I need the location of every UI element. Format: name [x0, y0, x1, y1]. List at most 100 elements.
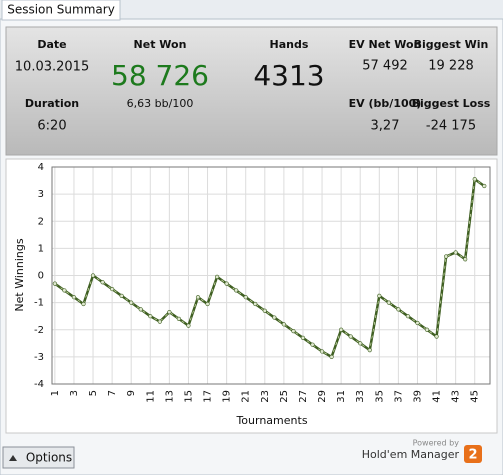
point [262, 308, 267, 313]
value: 4313 [253, 59, 324, 92]
x-tick-label: 45 [470, 390, 481, 403]
point [358, 341, 363, 346]
x-tick-label: 25 [279, 390, 290, 403]
point [339, 327, 344, 332]
point [224, 281, 229, 286]
x-axis-label: Tournaments [235, 414, 307, 427]
point [52, 281, 57, 286]
point [329, 354, 334, 359]
x-tick-label: 21 [241, 390, 252, 403]
x-tick-label: 19 [222, 390, 233, 403]
tab-title[interactable]: Session Summary [7, 3, 115, 17]
x-tick-label: 29 [317, 390, 328, 403]
x-tick-label: 3 [69, 390, 80, 396]
point [482, 183, 487, 189]
point [119, 293, 124, 298]
point [281, 322, 286, 327]
value: 10.03.2015 [15, 60, 89, 75]
x-tick-label: 23 [260, 390, 271, 403]
x-tick-label: 17 [203, 390, 214, 403]
point [415, 320, 420, 326]
point [167, 310, 172, 315]
value: 19 228 [428, 59, 474, 74]
button-label[interactable]: Options [26, 451, 72, 465]
options-button[interactable] [2, 446, 75, 469]
point [424, 327, 430, 332]
x-tick-label: 9 [126, 390, 137, 396]
point [377, 293, 382, 298]
y-axis-label: Net Winnings [13, 238, 26, 311]
summary-panel [5, 26, 498, 156]
x-tick-label: 1 [50, 390, 61, 396]
point [396, 307, 401, 312]
value: 3,27 [371, 119, 400, 134]
x-tick-label: 41 [432, 390, 443, 403]
point [176, 316, 182, 322]
point [186, 323, 191, 328]
point [90, 273, 96, 278]
point [453, 250, 458, 255]
x-tick-label: 39 [412, 390, 423, 403]
x-tick-label: 11 [145, 390, 156, 403]
point [110, 286, 115, 292]
point [434, 334, 439, 339]
point [463, 257, 468, 262]
point [243, 295, 248, 300]
point [272, 315, 277, 320]
point [310, 342, 315, 347]
y-tick-label: 1 [38, 243, 44, 254]
point [100, 280, 105, 285]
y-tick-label: -1 [34, 298, 44, 309]
label: EV (bb/100) [349, 97, 422, 110]
x-tick-label: 5 [88, 390, 99, 396]
point [319, 349, 325, 354]
x-tick-label: 31 [336, 390, 347, 403]
y-tick-label: -3 [34, 352, 44, 363]
x-tick-label: 37 [393, 390, 404, 403]
arrow-icon[interactable] [9, 455, 17, 461]
x-tick-label: 27 [298, 390, 309, 403]
y-tick-label: -4 [34, 379, 44, 390]
point [195, 295, 201, 300]
value: 58 726 [111, 59, 209, 92]
point [253, 301, 258, 307]
point [234, 288, 239, 293]
x-tick-label: 13 [164, 390, 175, 403]
point [348, 334, 353, 339]
point [157, 319, 162, 324]
x-tick-label: 7 [107, 390, 118, 396]
point [148, 314, 153, 319]
y-tick-label: 3 [38, 189, 44, 200]
label: Biggest Loss [412, 97, 491, 110]
point [138, 307, 143, 312]
label: EV Net Won [349, 38, 422, 51]
point [71, 295, 77, 300]
y-tick-label: -2 [34, 325, 44, 336]
y-tick-label: 4 [38, 162, 44, 173]
label: Duration [25, 97, 79, 110]
value: -24 175 [426, 119, 476, 134]
label: Hands [270, 38, 309, 51]
point [444, 254, 449, 259]
point [129, 300, 134, 305]
value: 57 492 [362, 59, 408, 74]
x-tick-label: 15 [183, 390, 194, 403]
y-tick-label: 2 [38, 216, 44, 227]
point [367, 347, 372, 353]
point [214, 274, 220, 279]
value: 6,63 bb/100 [127, 97, 194, 110]
point [291, 329, 296, 334]
point [300, 335, 306, 340]
point [472, 177, 477, 182]
line-highlight [54, 178, 485, 358]
label: Date [37, 38, 66, 51]
tab[interactable] [1, 0, 121, 21]
point [386, 300, 391, 305]
plot-border [51, 166, 491, 385]
powered-by: Powered by [413, 439, 460, 448]
x-tick-label: 35 [374, 390, 385, 403]
value: 6:20 [37, 119, 66, 134]
label: Biggest Win [414, 38, 489, 51]
logo [464, 445, 482, 463]
